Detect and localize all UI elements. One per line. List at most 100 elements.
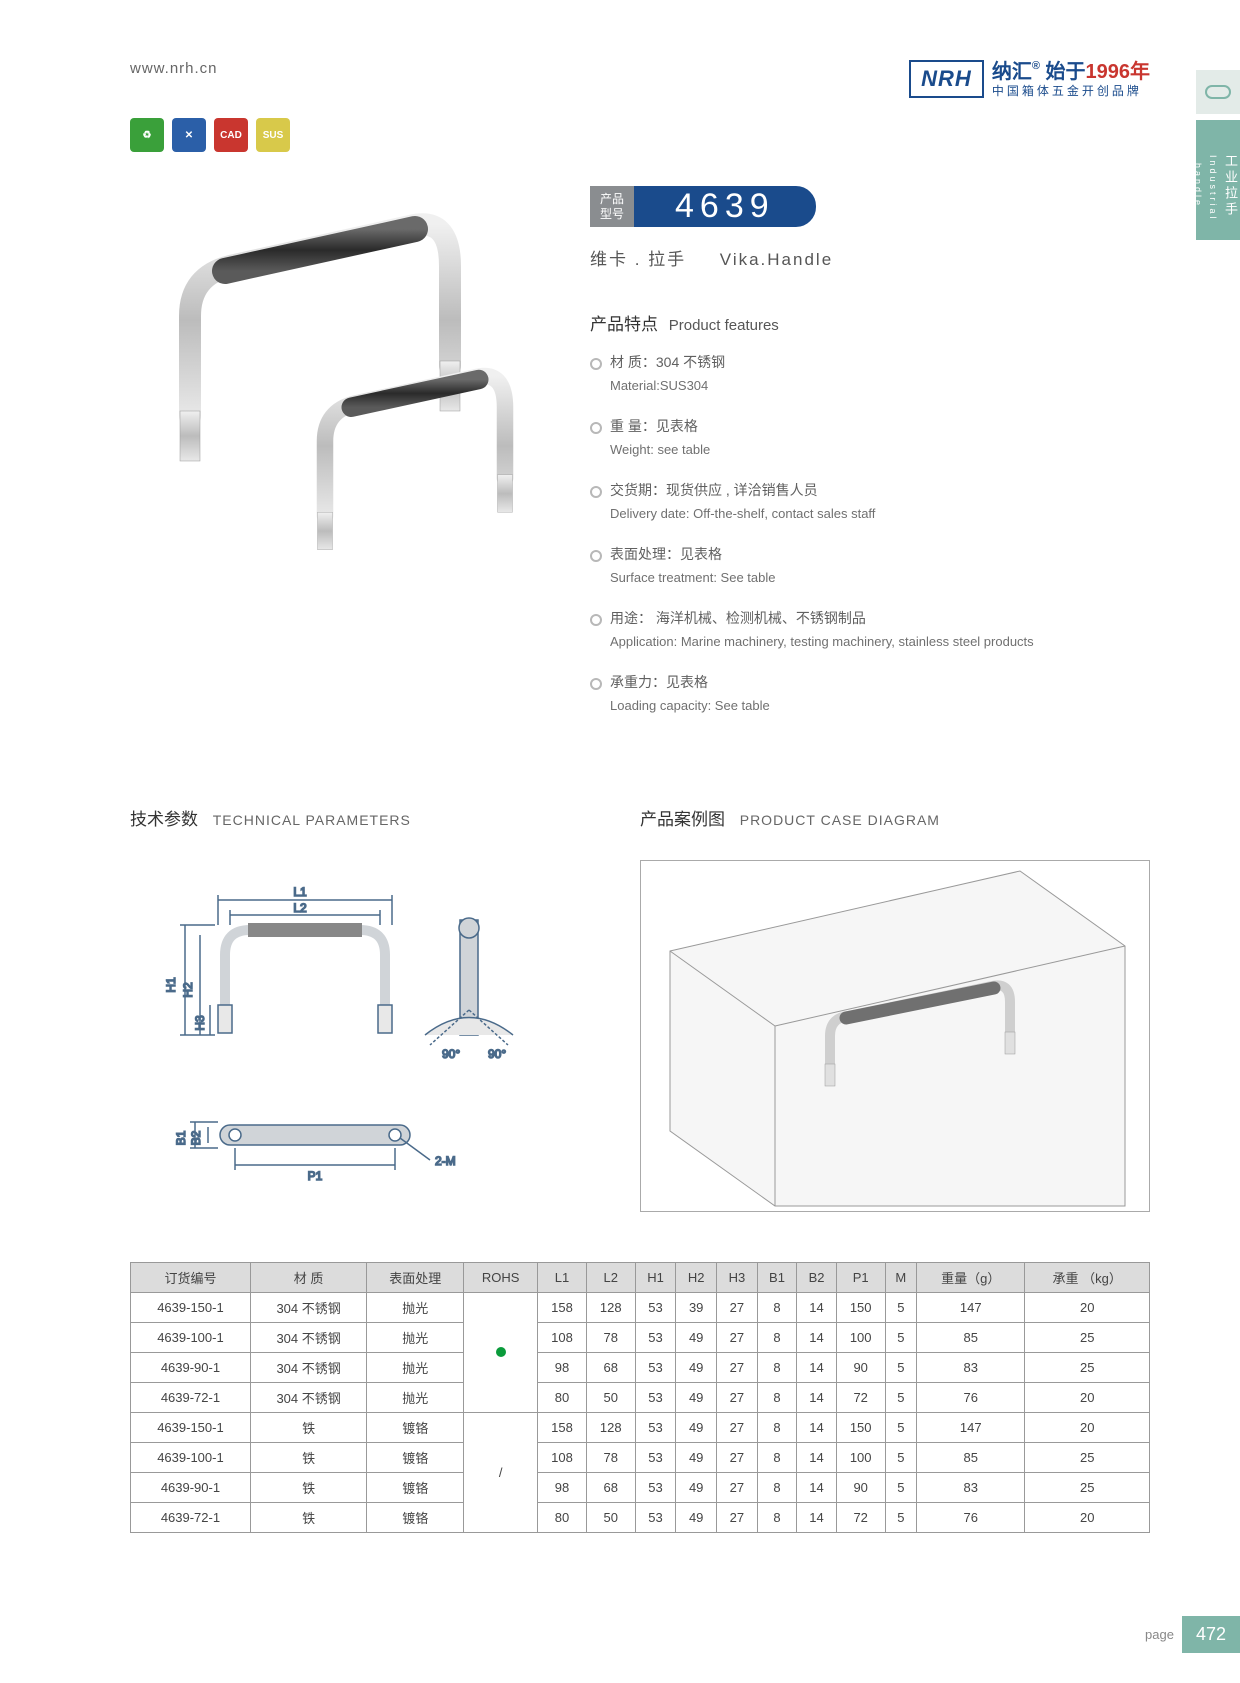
table-cell: 147 [917,1412,1025,1442]
header: www.nrh.cn NRH 纳汇® 始于1996年 中国箱体五金开创品牌 [130,60,1150,98]
rohs-cell [464,1292,538,1412]
brand-slogan: 中国箱体五金开创品牌 [992,84,1150,98]
features-title: 产品特点 Product features [590,310,1150,335]
model-row: 产品 型号 4639 [590,186,1150,227]
table-cell: 20 [1025,1412,1150,1442]
product-case-diagram [640,860,1150,1212]
tech-title-en: TECHNICAL PARAMETERS [213,812,411,828]
table-cell: 5 [885,1442,917,1472]
table-cell: 25 [1025,1322,1150,1352]
table-cell: 108 [538,1322,587,1352]
table-cell: 50 [586,1502,635,1532]
side-tab-cn: 工业拉手 [1223,154,1238,218]
table-cell: 20 [1025,1502,1150,1532]
table-cell: 8 [757,1502,797,1532]
tech-title-cn: 技术参数 [130,810,198,829]
feature-badge: SUS [256,118,290,152]
table-cell: 39 [676,1292,717,1322]
table-cell: 49 [676,1352,717,1382]
brand-logo: NRH [909,60,984,98]
case-title-en: PRODUCT CASE DIAGRAM [740,812,940,828]
table-header-cell: 订货编号 [131,1262,251,1292]
table-cell: 20 [1025,1292,1150,1322]
table-header-cell: H1 [635,1262,676,1292]
table-cell: 27 [717,1412,758,1442]
table-cell: 128 [586,1292,635,1322]
feature-item: 用途： 海洋机械、检测机械、不锈钢制品Application: Marine m… [590,607,1150,653]
case-diagram-title: 产品案例图 PRODUCT CASE DIAGRAM [640,805,940,830]
dim-h1: H1 [164,977,178,993]
table-header-cell: B2 [797,1262,837,1292]
feature-badge: ♻ [130,118,164,152]
table-cell: 53 [635,1412,676,1442]
table-cell: 98 [538,1352,587,1382]
table-cell: 14 [797,1472,837,1502]
table-cell: 80 [538,1502,587,1532]
table-cell: 49 [676,1502,717,1532]
table-cell: 铁 [250,1472,366,1502]
table-cell: 72 [836,1502,885,1532]
table-cell: 158 [538,1292,587,1322]
table-cell: 镀铬 [367,1502,464,1532]
table-header-cell: 材 质 [250,1262,366,1292]
table-row: 4639-150-1304 不锈钢抛光158128533927814150514… [131,1292,1150,1322]
table-cell: 4639-150-1 [131,1412,251,1442]
table-cell: 镀铬 [367,1412,464,1442]
table-cell: 5 [885,1502,917,1532]
table-cell: 72 [836,1382,885,1412]
table-cell: 8 [757,1412,797,1442]
spec-table: 订货编号材 质表面处理ROHSL1L2H1H2H3B1B2P1M重量（g）承重 … [130,1262,1150,1533]
table-cell: 50 [586,1382,635,1412]
table-cell: 304 不锈钢 [250,1292,366,1322]
case-title-cn: 产品案例图 [640,810,725,829]
features-title-cn: 产品特点 [590,315,658,334]
feature-badge: ✕ [172,118,206,152]
dim-h3: H3 [193,1015,207,1031]
table-cell: 304 不锈钢 [250,1322,366,1352]
table-cell: 76 [917,1502,1025,1532]
table-cell: 83 [917,1472,1025,1502]
feature-item: 承重力：见表格Loading capacity: See table [590,671,1150,717]
table-cell: 5 [885,1412,917,1442]
table-row: 4639-72-1304 不锈钢抛光80505349278147257620 [131,1382,1150,1412]
brand-block: NRH 纳汇® 始于1996年 中国箱体五金开创品牌 [909,60,1150,98]
feature-item: 材 质：304 不锈钢Material:SUS304 [590,351,1150,397]
feature-item: 交货期：现货供应 , 详洽销售人员Delivery date: Off-the-… [590,479,1150,525]
table-row: 4639-150-1铁镀铬/158128534927814150514720 [131,1412,1150,1442]
table-cell: 158 [538,1412,587,1442]
table-cell: 78 [586,1442,635,1472]
product-name-cn: 维卡 . 拉手 [590,250,686,269]
table-cell: 20 [1025,1382,1150,1412]
table-header-row: 订货编号材 质表面处理ROHSL1L2H1H2H3B1B2P1M重量（g）承重 … [131,1262,1150,1292]
brand-cn-text: 纳汇 [992,61,1032,83]
table-cell: 27 [717,1502,758,1532]
product-name-en: Vika.Handle [720,250,833,269]
side-tab-en: Industrial handle [1193,155,1218,222]
model-label: 产品 型号 [590,186,634,227]
page-label: page [1145,1627,1174,1642]
table-header-cell: B1 [757,1262,797,1292]
table-header-cell: 表面处理 [367,1262,464,1292]
table-cell: 5 [885,1382,917,1412]
product-info: 产品 型号 4639 维卡 . 拉手 Vika.Handle 产品特点 Prod… [590,176,1150,734]
dim-h2: H2 [181,982,195,998]
table-cell: 76 [917,1382,1025,1412]
table-header-cell: 承重 （kg） [1025,1262,1150,1292]
table-cell: 49 [676,1472,717,1502]
table-cell: 53 [635,1292,676,1322]
table-cell: 27 [717,1352,758,1382]
dim-m: 2-M [435,1154,456,1168]
feature-list: 材 质：304 不锈钢Material:SUS304重 量：见表格Weight:… [590,351,1150,716]
table-row: 4639-100-1铁镀铬1087853492781410058525 [131,1442,1150,1472]
table-cell: 108 [538,1442,587,1472]
table-cell: 78 [586,1322,635,1352]
table-cell: 4639-100-1 [131,1442,251,1472]
table-row: 4639-90-1304 不锈钢抛光98685349278149058325 [131,1352,1150,1382]
table-header-cell: ROHS [464,1262,538,1292]
table-cell: 53 [635,1502,676,1532]
table-cell: 14 [797,1292,837,1322]
brand-name-cn: 纳汇® 始于1996年 [992,60,1150,84]
table-row: 4639-100-1304 不锈钢抛光108785349278141005852… [131,1322,1150,1352]
brand-year: 1996年 [1086,61,1151,83]
table-cell: 镀铬 [367,1472,464,1502]
